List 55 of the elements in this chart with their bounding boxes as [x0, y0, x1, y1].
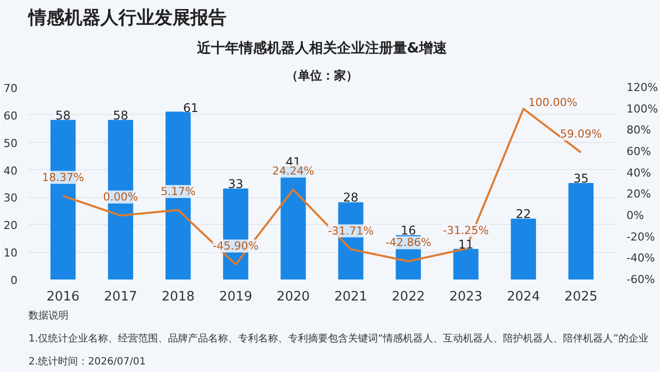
data-label: -45.90%	[212, 239, 259, 252]
y2-tick-label: 80%	[626, 124, 651, 137]
x-tick-label: 2016	[46, 290, 80, 304]
y-tick-label: 70	[4, 82, 18, 95]
data-label: -42.86%	[385, 236, 432, 250]
data-label: -31.71%	[328, 224, 374, 238]
y2-tick-label: -40%	[626, 252, 655, 265]
data-label: 16	[400, 224, 416, 238]
data-label: 35	[573, 172, 589, 186]
x-tick-label: 2020	[276, 290, 310, 304]
x-tick-label: 2017	[104, 290, 138, 304]
data-label: 22	[516, 207, 532, 222]
x-tick-label: 2024	[506, 290, 540, 304]
y2-tick-label: 120%	[626, 81, 658, 94]
y2-tick-label: 0%	[626, 209, 644, 222]
data-label: 61	[183, 101, 198, 116]
bar	[510, 218, 536, 280]
x-tick-label: 2023	[449, 290, 482, 304]
y2-tick-label: -60%	[626, 273, 655, 286]
data-label: -31.25%	[442, 224, 489, 237]
y-tick-label: 40	[4, 164, 18, 178]
x-tick-label: 2018	[162, 290, 195, 304]
text: 情感机器人行业发展报告	[28, 8, 226, 28]
chart-title: 近十年情感机器人相关企业注册量&增速	[196, 40, 448, 56]
x-tick-label: 2025	[564, 290, 598, 304]
y-tick-label: 20	[4, 219, 18, 232]
text: 2.统计时间：2026/07/01	[28, 356, 146, 368]
data-label: 58	[112, 108, 128, 122]
bar	[568, 183, 594, 280]
y2-tick-label: 20%	[626, 188, 651, 201]
x-tick-label: 2022	[392, 290, 425, 304]
data-label: 11	[458, 237, 474, 252]
data-label: 33	[228, 176, 244, 191]
x-tick-label: 2021	[334, 290, 368, 304]
bar	[453, 248, 478, 280]
y-tick-label: 10	[4, 246, 18, 260]
chart-subtitle: （单位：家）	[286, 68, 358, 82]
y2-tick-label: -20%	[626, 230, 655, 244]
y2-tick-label: 60%	[626, 145, 651, 158]
data-label: 0.00%	[103, 190, 138, 204]
data-label: 5.17%	[160, 184, 196, 198]
y2-tick-label: 40%	[626, 166, 651, 180]
text: 数据说明	[28, 310, 68, 322]
data-label: 28	[343, 190, 358, 205]
text: 1.仅统计企业名称、经营范围、品牌产品名称、专利名称、专利摘要包含关键词“情感机器人、互动机器人、陪护机器人、陪伴机器人”的企业	[28, 332, 648, 344]
y2-tick-label: 100%	[626, 102, 658, 116]
y-tick-label: 60	[4, 109, 18, 122]
y-tick-label: 50	[4, 136, 18, 150]
data-label: 18.37%	[42, 170, 84, 184]
y-tick-label: 0	[10, 274, 18, 287]
data-label: 100.00%	[528, 96, 578, 109]
y-tick-label: 30	[4, 192, 18, 205]
x-tick-label: 2019	[219, 290, 252, 304]
data-label: 59.09%	[560, 127, 602, 140]
data-label: 58	[55, 108, 71, 122]
